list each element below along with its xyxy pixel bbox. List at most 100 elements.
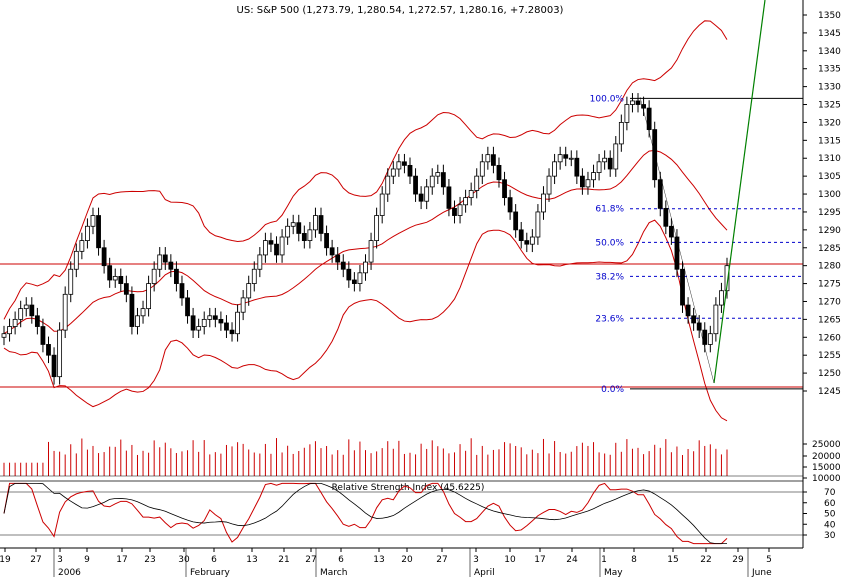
candle-body	[73, 250, 79, 270]
candle-body	[652, 129, 658, 181]
candle-body	[624, 104, 630, 123]
candle-body	[307, 229, 313, 242]
volume-panel	[0, 438, 803, 477]
rsi-tick-label: 60	[824, 499, 836, 509]
bollinger-bands	[3, 20, 728, 422]
price-tick-label: 1315	[818, 136, 841, 146]
candle-body	[563, 154, 569, 159]
date-tick-label: 9	[84, 555, 90, 565]
candle-body	[479, 161, 485, 177]
candle-body	[396, 161, 402, 170]
candle-body	[174, 268, 179, 284]
date-tick-label: 10	[504, 555, 516, 565]
candle-body	[135, 315, 140, 327]
date-tick-label: 3	[473, 555, 479, 565]
candle-body	[285, 225, 291, 238]
date-tick-label: 29	[732, 555, 744, 565]
candle-body	[668, 225, 674, 238]
candle-body	[446, 186, 452, 209]
time-axis: 19 27 3 9 17 23 30 6 13 21 27 6 13 20 27 3 10 17 24 1 8 15 22 2…	[0, 547, 803, 577]
date-tick-label: 5	[766, 555, 772, 565]
candle-body	[641, 104, 646, 109]
candle-body	[107, 265, 113, 281]
candle-body	[179, 283, 185, 299]
candle-body	[613, 143, 619, 170]
trend-line	[713, 0, 766, 384]
price-tick-label: 1300	[818, 190, 841, 200]
candle-body	[90, 215, 96, 227]
candle-body	[602, 157, 608, 163]
price-panel: 100.0% 61.8% 50.0% 38.2% 23.6% 0.0%	[0, 0, 803, 422]
candle-body	[162, 254, 168, 263]
candle-body	[702, 329, 708, 345]
candle-body	[40, 326, 46, 345]
candle-body	[357, 272, 363, 284]
candle-body	[607, 157, 613, 170]
candle-body	[235, 311, 240, 335]
rsi-tick-label: 70	[824, 488, 836, 498]
price-tick-label: 1275	[818, 280, 841, 290]
date-tick-label: 24	[566, 555, 578, 565]
rsi-tick-label: 50	[824, 510, 836, 520]
price-axis: 1245 1250 1255 1260 1265 1270 1275 1280 1285 1290…	[802, 0, 841, 548]
candle-body	[724, 265, 730, 292]
price-tick-label: 1325	[818, 101, 841, 111]
candle-body	[262, 240, 268, 256]
candle-body	[663, 207, 669, 227]
candle-body	[279, 236, 285, 256]
candle-body	[240, 297, 246, 313]
candle-body	[674, 236, 680, 270]
candle-body	[491, 154, 496, 166]
price-tick-label: 1250	[818, 369, 841, 379]
candle-body	[485, 154, 491, 163]
price-tick-label: 1330	[818, 83, 841, 93]
candle-body	[440, 172, 446, 188]
candle-body	[1, 333, 7, 338]
date-tick-label: 17	[116, 555, 127, 565]
candle-body	[363, 261, 368, 274]
candle-body	[318, 215, 324, 234]
volume-tick-label: 20000	[812, 452, 841, 462]
price-tick-label: 1245	[818, 387, 841, 397]
candle-body	[140, 308, 146, 317]
candle-body	[296, 222, 302, 234]
candle-body	[474, 175, 480, 191]
candle-body	[524, 240, 530, 245]
candle-body	[207, 315, 213, 320]
candle-body	[680, 268, 685, 306]
candle-body	[452, 207, 457, 216]
candle-body	[62, 293, 68, 331]
month-label: 2006	[58, 568, 81, 577]
date-tick-label: 23	[144, 555, 155, 565]
candle-body	[368, 240, 374, 263]
price-tick-label: 1280	[818, 262, 841, 272]
date-tick-label: 13	[373, 555, 384, 565]
candle-body	[151, 268, 157, 284]
candle-body	[390, 168, 396, 177]
fib-level-label: 61.8%	[595, 205, 624, 215]
month-label: June	[751, 568, 772, 577]
candle-body	[146, 283, 152, 310]
candle-body	[229, 329, 235, 335]
chart-title: US: S&P 500 (1,273.79, 1,280.54, 1,272.5…	[237, 5, 564, 16]
candle-body	[290, 222, 296, 227]
candle-body	[112, 276, 118, 281]
candle-body	[496, 164, 502, 181]
candle-body	[46, 344, 51, 356]
candle-body	[518, 229, 524, 242]
rsi-line	[3, 482, 728, 545]
rsi-label: Relative Strength Index (45.6225)	[332, 483, 485, 493]
candle-body	[246, 283, 252, 299]
price-tick-label: 1320	[818, 118, 841, 128]
rsi-panel: Relative Strength Index (45.6225)	[0, 480, 803, 545]
volume-tick-label: 10000	[812, 474, 841, 484]
rsi-tick-label: 30	[824, 531, 836, 541]
candle-body	[585, 179, 591, 188]
candle-body	[274, 243, 279, 256]
candle-body	[535, 211, 541, 238]
date-tick-label: 17	[534, 555, 545, 565]
candle-body	[7, 326, 12, 335]
price-tick-label: 1255	[818, 351, 841, 361]
candle-body	[429, 175, 435, 188]
candle-body	[468, 190, 474, 199]
